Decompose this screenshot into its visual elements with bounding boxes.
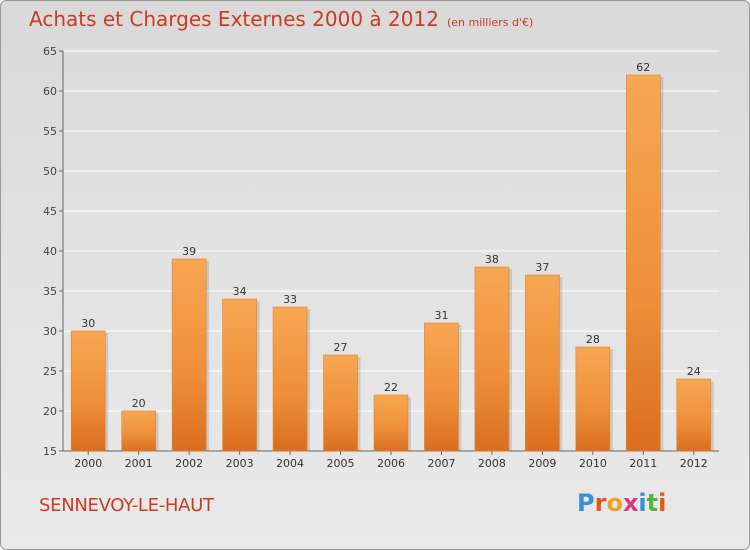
bar — [676, 378, 712, 452]
logo-letter: o — [606, 489, 623, 517]
value-label: 31 — [434, 309, 448, 322]
bar — [525, 274, 560, 452]
x-tick-label: 2008 — [478, 457, 506, 470]
x-tick-label: 2001 — [125, 457, 153, 470]
logo-letter: t — [646, 489, 659, 517]
y-tick-label: 60 — [43, 85, 57, 98]
y-tick-label: 20 — [43, 405, 57, 418]
logo-letter: x — [622, 489, 639, 517]
y-tick-label: 50 — [43, 165, 57, 178]
x-tick-label: 2005 — [327, 457, 355, 470]
value-label: 34 — [233, 285, 247, 298]
bar — [474, 266, 510, 452]
bar — [70, 330, 106, 452]
y-tick-label: 30 — [43, 325, 57, 338]
bar — [171, 258, 207, 452]
value-label: 24 — [687, 365, 701, 378]
bar — [373, 394, 409, 452]
proxiti-logo: Proxiti — [577, 489, 666, 517]
value-label: 30 — [81, 317, 95, 330]
bar — [272, 306, 308, 452]
x-tick-label: 2002 — [175, 457, 203, 470]
y-tick-label: 15 — [43, 445, 57, 458]
value-label: 22 — [384, 381, 398, 394]
x-tick-label: 2011 — [629, 457, 657, 470]
value-label: 62 — [636, 61, 650, 74]
chart-title-text: Achats et Charges Externes 2000 à 2012 — [29, 7, 439, 31]
bar — [222, 298, 257, 452]
logo-letter: r — [594, 489, 607, 517]
x-tick-label: 2010 — [579, 457, 607, 470]
value-labels: 30 20 39 34 33 27 22 31 38 37 28 62 24 — [81, 61, 701, 410]
bar — [575, 346, 611, 452]
bar — [424, 322, 459, 452]
x-tick-label: 2003 — [226, 457, 254, 470]
y-tick-label: 65 — [43, 45, 57, 58]
y-tick-label: 25 — [43, 365, 57, 378]
value-label: 20 — [132, 397, 146, 410]
logo-letter: P — [577, 489, 595, 517]
value-label: 38 — [485, 253, 499, 266]
value-label: 27 — [334, 341, 348, 354]
x-tick-label: 2009 — [528, 457, 556, 470]
logo-letter: i — [658, 489, 667, 517]
value-label: 37 — [535, 261, 549, 274]
y-tick-label: 40 — [43, 245, 57, 258]
value-label: 33 — [283, 293, 297, 306]
x-tick-label: 2000 — [74, 457, 102, 470]
x-tick-label: 2012 — [680, 457, 708, 470]
value-label: 39 — [182, 245, 196, 258]
logo-letter: i — [638, 489, 647, 517]
y-tick-label: 35 — [43, 285, 57, 298]
y-tick-label: 45 — [43, 205, 57, 218]
bar — [121, 410, 156, 452]
x-tick-label: 2006 — [377, 457, 405, 470]
chart-unit-label: (en milliers d'€) — [446, 16, 534, 29]
chart-title: Achats et Charges Externes 2000 à 2012 (e… — [29, 7, 533, 31]
bars — [70, 74, 714, 452]
x-tick-label: 2007 — [427, 457, 455, 470]
y-tick-label: 55 — [43, 125, 57, 138]
commune-name: SENNEVOY-LE-HAUT — [39, 495, 214, 516]
bar — [626, 74, 661, 452]
value-label: 28 — [586, 333, 600, 346]
x-tick-label: 2004 — [276, 457, 304, 470]
bar — [323, 354, 358, 452]
